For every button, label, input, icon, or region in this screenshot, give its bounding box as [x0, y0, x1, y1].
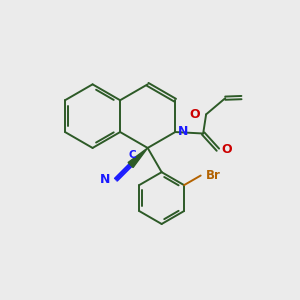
Text: O: O	[189, 108, 200, 121]
Text: O: O	[221, 143, 232, 156]
Polygon shape	[128, 148, 148, 167]
Text: N: N	[178, 125, 188, 138]
Text: C: C	[128, 150, 136, 160]
Text: Br: Br	[206, 169, 221, 182]
Text: N: N	[100, 173, 111, 186]
